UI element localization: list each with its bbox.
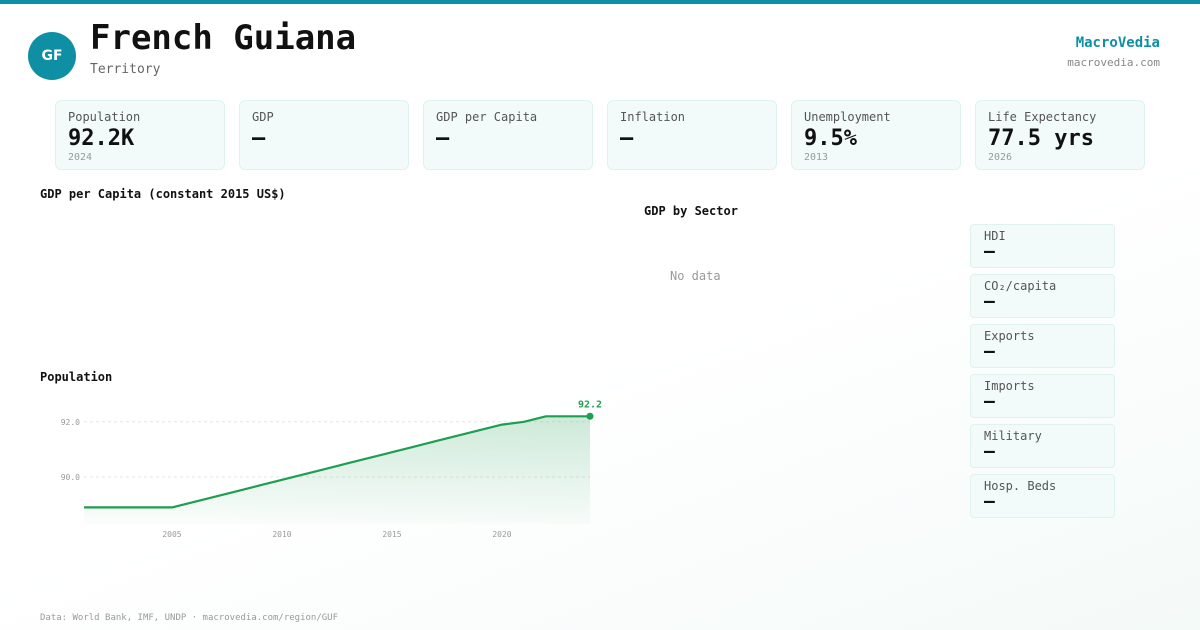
side-metric-value: — [984, 391, 995, 412]
accent-top-bar [0, 0, 1200, 4]
stat-card-gdp-per-capita: GDP per Capita — [423, 100, 593, 170]
population-area [84, 416, 590, 524]
stat-year: 2026 [988, 152, 1013, 163]
brand-name[interactable]: MacroVedia [1075, 35, 1160, 51]
country-badge: GF [28, 32, 76, 80]
side-metric-label: Military [984, 429, 1042, 443]
side-metric-label: HDI [984, 229, 1006, 243]
stat-value: 9.5% [804, 126, 857, 151]
stat-label: GDP [252, 110, 274, 124]
side-metric-label: Imports [984, 379, 1035, 393]
last-value-label: 92.2 [578, 399, 602, 410]
x-tick-label: 2010 [272, 530, 291, 539]
stat-label: Life Expectancy [988, 110, 1097, 124]
population-line [84, 415, 590, 509]
side-metric-value: — [984, 241, 995, 262]
stat-label: Inflation [620, 110, 686, 124]
side-metric-imports: Imports — [970, 374, 1115, 418]
side-metric-value: — [984, 341, 995, 362]
population-chart-title: Population [40, 370, 113, 384]
stat-card-inflation: Inflation — [607, 100, 777, 170]
side-metric-co2: CO₂/capita — [970, 274, 1115, 318]
stat-value: 92.2K [68, 126, 135, 151]
stat-value: 77.5 yrs [988, 126, 1094, 151]
footer-source: Data: World Bank, IMF, UNDP · macrovedia… [40, 613, 339, 623]
side-metric-value: — [984, 441, 995, 462]
stat-year: 2013 [804, 152, 829, 163]
y-tick-label: 92.0 [61, 418, 80, 427]
side-metric-label: CO₂/capita [984, 279, 1057, 293]
side-metric-label: Hosp. Beds [984, 479, 1057, 493]
stat-label: GDP per Capita [436, 110, 538, 124]
side-metric-label: Exports [984, 329, 1035, 343]
brand-url[interactable]: macrovedia.com [1067, 56, 1160, 69]
stat-card-life-expectancy: Life Expectancy 77.5 yrs 2026 [975, 100, 1145, 170]
x-tick-label: 2005 [162, 530, 181, 539]
x-tick-label: 2020 [492, 530, 511, 539]
page-title: French Guiana [90, 18, 357, 58]
x-tick-label: 2015 [382, 530, 401, 539]
gdp-by-sector-empty-state: No data [670, 269, 721, 283]
side-metric-exports: Exports — [970, 324, 1115, 368]
stat-value: — [620, 126, 634, 151]
stat-value: — [436, 126, 450, 151]
stat-value: — [252, 126, 266, 151]
page-subtitle: Territory [90, 62, 161, 77]
y-tick-label: 90.0 [61, 473, 80, 482]
side-metric-hdi: HDI — [970, 224, 1115, 268]
last-point-marker [586, 412, 594, 420]
side-metric-military: Military — [970, 424, 1115, 468]
stat-card-population: Population 92.2K 2024 [55, 100, 225, 170]
side-metric-hospital-beds: Hosp. Beds — [970, 474, 1115, 518]
stat-card-gdp: GDP — [239, 100, 409, 170]
stat-label: Population [68, 110, 141, 124]
stat-year: 2024 [68, 152, 93, 163]
population-chart: 92.0 90.0 2005 2010 2015 2020 92.2 [61, 399, 602, 539]
stat-label: Unemployment [804, 110, 891, 124]
gdp-by-sector-title: GDP by Sector [644, 204, 738, 218]
side-metric-value: — [984, 291, 995, 312]
stat-card-unemployment: Unemployment 9.5% 2013 [791, 100, 961, 170]
side-metric-value: — [984, 491, 995, 512]
gdp-per-capita-chart-title: GDP per Capita (constant 2015 US$) [40, 187, 286, 201]
